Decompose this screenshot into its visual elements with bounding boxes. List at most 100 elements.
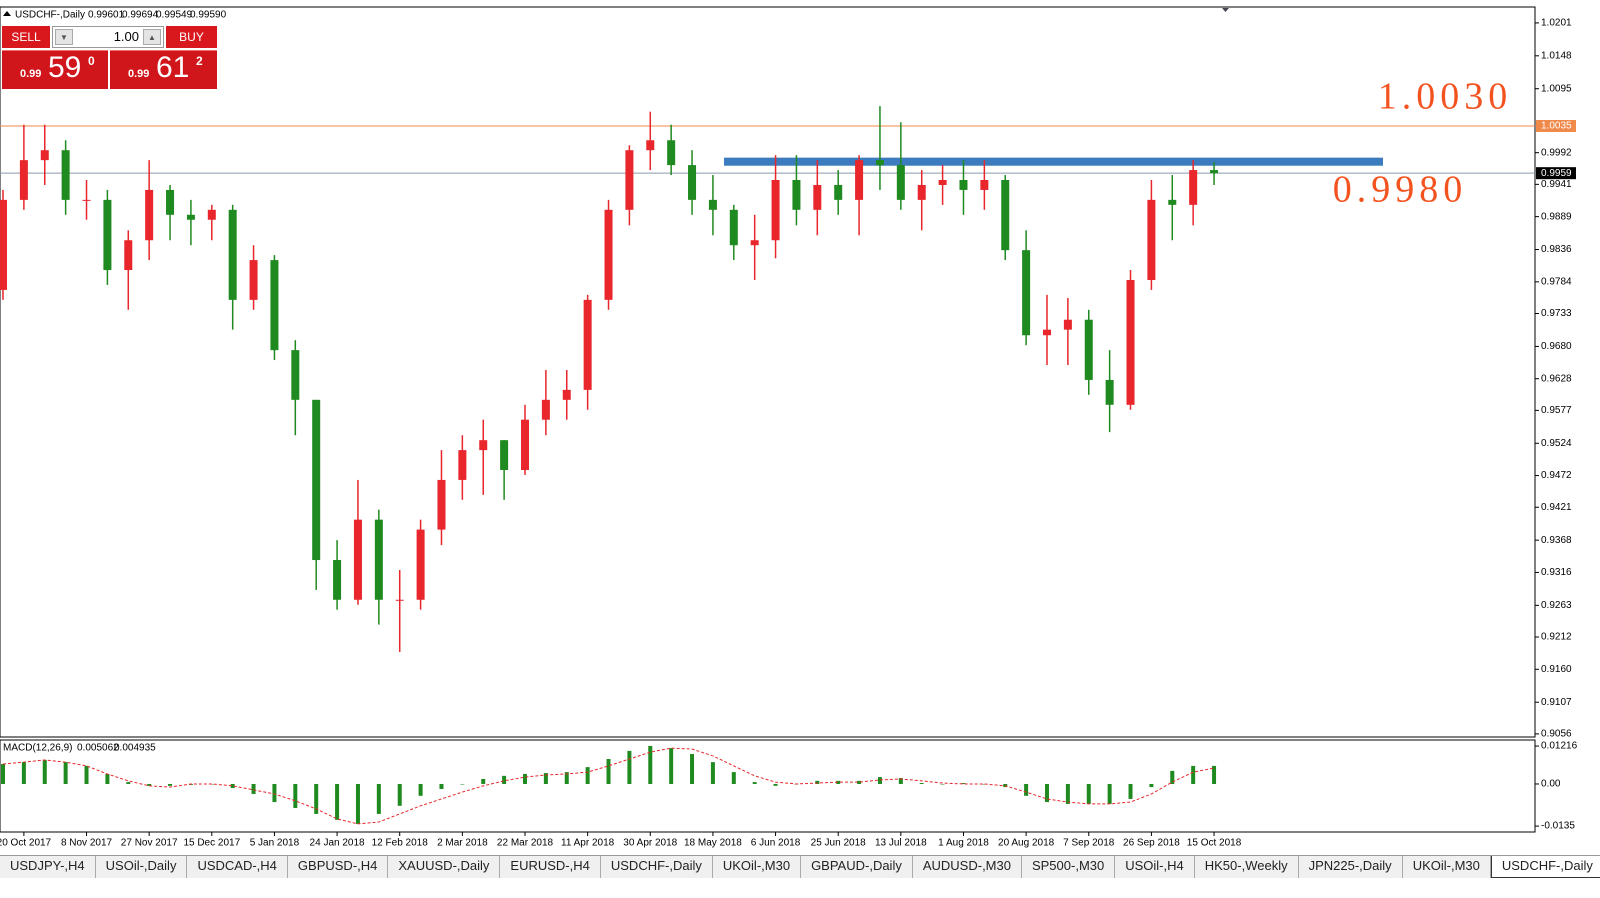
shift-marker	[1222, 8, 1229, 12]
chart-tab[interactable]: UKOil-,M30	[713, 856, 802, 878]
y-tick-label: 0.9160	[1541, 664, 1572, 675]
chart-tab[interactable]: USDCHF-,Daily	[601, 856, 713, 878]
chart-tab[interactable]: UKOil-,M30	[1403, 856, 1491, 878]
candle-body	[145, 189, 154, 241]
y-tick-label: 1.0095	[1541, 83, 1572, 94]
chart-tab[interactable]: GBPAUD-,Daily	[801, 856, 913, 878]
candle-body	[1105, 379, 1114, 405]
candle-body	[291, 350, 300, 400]
chart-tab[interactable]: SP500-,M30	[1022, 856, 1116, 878]
candle-body	[938, 180, 947, 185]
candle-body	[1001, 180, 1010, 251]
sell-button[interactable]: SELL	[2, 26, 50, 48]
candle-body	[1189, 170, 1198, 205]
macd-bar	[63, 762, 68, 784]
chart-tab[interactable]: GBPUSD-,H4	[288, 856, 389, 878]
y-tick-label: 0.9107	[1541, 697, 1572, 708]
chart-tab[interactable]: HK50-,Weekly	[1195, 856, 1299, 878]
chart-tab[interactable]: USDJPY-,H4	[0, 856, 96, 878]
candle-body	[771, 180, 780, 241]
lot-field[interactable]: ▼ 1.00 ▲	[52, 26, 164, 48]
chart-tabs: USDJPY-,H4 USOil-,Daily USDCAD-,H4 GBPUSD-,…	[0, 855, 1600, 878]
macd-bar	[481, 778, 486, 784]
candle-body	[1147, 199, 1156, 280]
price-label-bg	[1536, 167, 1576, 180]
candle-body	[541, 399, 550, 420]
candle-body	[646, 140, 655, 151]
x-tick-label: 1 Aug 2018	[938, 838, 989, 849]
chart-tab[interactable]: USOil-,Daily	[96, 856, 188, 878]
macd-bar	[523, 773, 527, 784]
macd-bar	[669, 748, 674, 784]
x-tick-label: 13 Jul 2018	[875, 838, 927, 849]
symbol-label: USDCHF-,Daily	[15, 10, 85, 21]
x-tick-label: 30 Apr 2018	[623, 838, 677, 849]
candle-body	[688, 165, 697, 200]
readout-close: 0.99590	[190, 10, 227, 21]
buy-button[interactable]: BUY	[166, 26, 217, 48]
x-tick-label: 25 Jun 2018	[811, 838, 866, 849]
macd-bar	[21, 762, 26, 784]
macd-bar	[710, 762, 715, 784]
candle-body	[353, 519, 362, 600]
x-tick-label: 24 Jan 2018	[310, 838, 365, 849]
macd-bar	[84, 765, 89, 784]
chart-tab[interactable]: EURUSD-,H4	[500, 856, 601, 878]
macd-plot-frame	[0, 739, 1536, 833]
macd-readout: 0.004935	[114, 743, 156, 754]
x-tick-label: 18 May 2018	[684, 838, 742, 849]
candle-body	[207, 209, 216, 220]
chart-tab[interactable]: XAUUSD-,Daily	[388, 856, 501, 878]
readout-low: 0.99549	[156, 10, 193, 21]
candle-body	[82, 199, 91, 201]
macd-bar	[731, 772, 736, 784]
candle-body	[500, 440, 509, 470]
macd-bar	[355, 783, 360, 824]
chart-tab[interactable]: USOil-,H4	[1115, 856, 1195, 878]
chart-window: USDCHF-,Daily 0.99601 0.99694 0.99549 0.…	[0, 6, 1578, 849]
candle-body	[813, 184, 822, 210]
y-tick-label: 0.9836	[1541, 244, 1572, 255]
chart-tab[interactable]: USDCHF-,Daily	[1490, 856, 1600, 878]
macd-bar	[961, 783, 966, 784]
level-annotation: 1.0030	[1378, 76, 1513, 118]
macd-bar	[105, 773, 110, 784]
y-tick-label: 0.9524	[1541, 438, 1572, 449]
candle-body	[479, 440, 488, 451]
x-tick-label: 15 Oct 2018	[1187, 838, 1242, 849]
macd-bar	[627, 750, 632, 784]
y-tick-label: 0.9784	[1541, 276, 1572, 287]
macd-bar	[1045, 783, 1049, 803]
macd-bar	[314, 783, 319, 814]
candle-body	[249, 260, 258, 300]
y-tick-label: 0.9368	[1541, 535, 1572, 546]
macd-bar	[1086, 783, 1091, 804]
candle-body	[750, 240, 759, 246]
chart-tab[interactable]: USDCAD-,H4	[187, 856, 288, 878]
macd-bar	[752, 782, 757, 784]
candle-body	[374, 519, 383, 600]
candle-body	[521, 419, 529, 470]
macd-bar	[815, 780, 820, 784]
chart-tab[interactable]: AUDUSD-,M30	[913, 856, 1022, 878]
lot-value[interactable]: 1.00	[113, 29, 139, 44]
lot-up[interactable]: ▲	[143, 29, 161, 45]
candle-body	[270, 260, 279, 351]
x-tick-label: 22 Mar 2018	[497, 838, 554, 849]
price-label: 1.0035	[1541, 121, 1572, 132]
macd-bar	[126, 782, 131, 784]
candle-body	[166, 189, 175, 215]
macd-bar	[648, 745, 653, 784]
bid-box[interactable]: 0.99 59 0	[2, 50, 108, 89]
y-tick-label: 0.9316	[1541, 567, 1572, 578]
candle-body	[416, 529, 425, 600]
lot-down[interactable]: ▼	[55, 29, 73, 45]
candle-body	[228, 209, 237, 300]
macd-bar	[1107, 783, 1112, 804]
chart-tab[interactable]: JPN225-,Daily	[1299, 856, 1403, 878]
x-tick-label: 20 Oct 2017	[0, 838, 52, 849]
main-plot-frame	[0, 6, 1536, 738]
collapse-icon[interactable]	[3, 11, 11, 16]
ask-box[interactable]: 0.99 61 2	[110, 50, 217, 89]
